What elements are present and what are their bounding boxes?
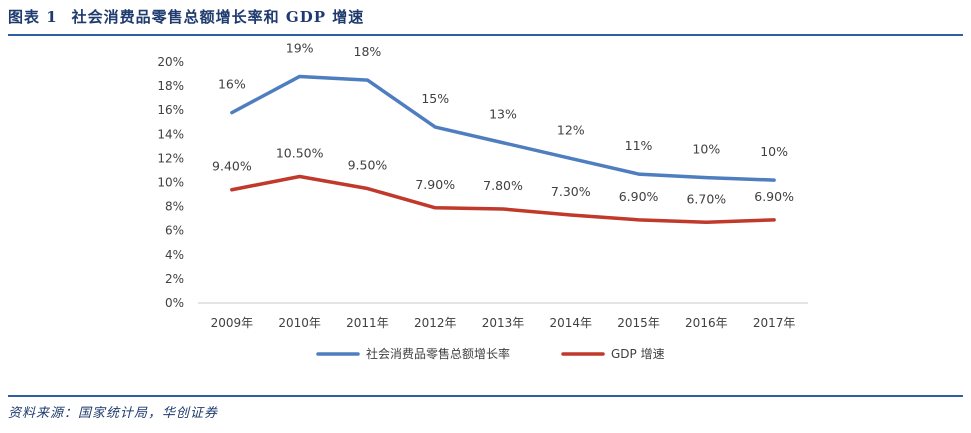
source-note: 资料来源：国家统计局，华创证券 bbox=[8, 406, 219, 421]
figure-title: 图表 1 社会消费品零售总额增长率和 GDP 增速 bbox=[8, 6, 364, 27]
bottom-rule bbox=[8, 395, 963, 397]
y-tick-label: 16% bbox=[157, 103, 184, 117]
y-tick-label: 12% bbox=[157, 151, 184, 165]
data-label: 9.40% bbox=[212, 159, 252, 174]
legend-label: GDP 增速 bbox=[611, 347, 665, 361]
figure-number: 图表 1 bbox=[8, 8, 58, 26]
x-tick-label: 2016年 bbox=[685, 316, 728, 330]
data-label: 7.80% bbox=[483, 178, 523, 193]
x-tick-label: 2009年 bbox=[211, 316, 254, 330]
data-label: 6.90% bbox=[754, 189, 794, 204]
x-tick-label: 2010年 bbox=[278, 316, 321, 330]
data-label: 16% bbox=[218, 77, 246, 92]
x-tick-label: 2013年 bbox=[482, 316, 525, 330]
y-tick-label: 4% bbox=[165, 248, 184, 262]
y-tick-label: 14% bbox=[157, 127, 184, 141]
data-label: 12% bbox=[557, 122, 585, 137]
x-tick-label: 2011年 bbox=[346, 316, 389, 330]
y-tick-label: 2% bbox=[165, 272, 184, 286]
figure-title-text: 社会消费品零售总额增长率和 GDP 增速 bbox=[71, 8, 365, 26]
x-tick-label: 2017年 bbox=[753, 316, 796, 330]
y-tick-label: 6% bbox=[165, 224, 184, 238]
series-line-1 bbox=[230, 74, 776, 182]
top-rule bbox=[8, 34, 963, 36]
data-label: 6.90% bbox=[619, 189, 659, 204]
data-label: 9.50% bbox=[348, 158, 388, 173]
line-chart: 0% 2% 4% 6% 8% 10% 12% 14% 16% 18% 20% 2009年 2010年 20… bbox=[157, 40, 808, 361]
data-label: 10% bbox=[760, 144, 788, 159]
x-tick-label: 2015年 bbox=[617, 316, 660, 330]
data-label: 19% bbox=[286, 40, 314, 55]
legend-label: 社会消费品零售总额增长率 bbox=[366, 346, 510, 361]
y-tick-label: 10% bbox=[157, 176, 184, 190]
y-tick-label: 8% bbox=[165, 200, 184, 214]
data-label: 6.70% bbox=[686, 191, 726, 206]
data-label: 13% bbox=[489, 107, 517, 122]
y-tick-label: 18% bbox=[157, 79, 184, 93]
x-tick-label: 2014年 bbox=[550, 316, 593, 330]
data-label: 10% bbox=[692, 142, 720, 157]
data-label: 7.30% bbox=[551, 184, 591, 199]
x-tick-label: 2012年 bbox=[414, 316, 457, 330]
data-label: 10.50% bbox=[276, 145, 324, 160]
y-tick-label: 0% bbox=[165, 296, 184, 310]
data-label: 15% bbox=[421, 91, 449, 106]
y-tick-label: 20% bbox=[157, 55, 184, 69]
data-label: 18% bbox=[354, 44, 382, 59]
data-label: 11% bbox=[625, 138, 653, 153]
data-label: 7.90% bbox=[415, 177, 455, 192]
